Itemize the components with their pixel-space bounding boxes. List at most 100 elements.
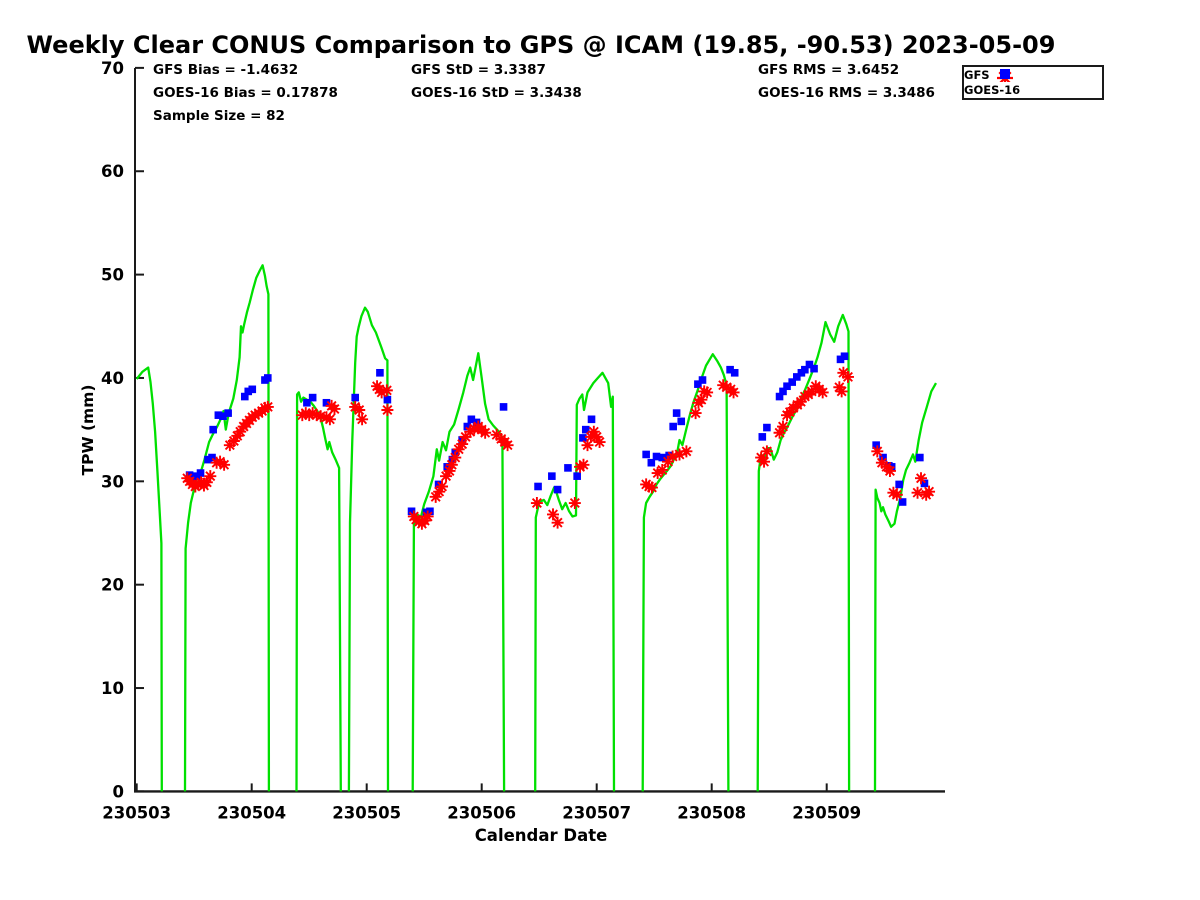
gps-line-segment [135,366,163,792]
x-tick-label: 230509 [792,803,861,822]
gfs-point-marker [581,439,594,452]
gfs-point-marker [883,464,896,477]
goes16-point-marker [758,433,767,441]
gfs-point-marker [433,485,446,498]
gfs-point-marker [645,481,658,494]
gfs-point-marker [200,476,213,489]
gfs-point-marker [574,460,587,473]
gfs-point-marker [449,451,462,464]
goes16-point-marker [472,418,481,427]
gps-line-segment [347,306,390,792]
gfs-point-marker [643,480,656,493]
y-tick-label: 30 [101,472,124,491]
gfs-point-marker [252,407,265,420]
gfs-point-marker [568,497,581,510]
gfs-point-marker [923,485,936,498]
gfs-point-marker [727,386,740,399]
legend-box: GFS GOES-16 [962,65,1104,100]
goes16-point-marker [224,409,232,417]
gps-line-segment [295,391,342,792]
gfs-point-marker [445,458,458,471]
gfs-point-marker [323,413,336,426]
x-tick-label: 230506 [447,803,516,822]
stat-sample-size: Sample Size = 82 [153,108,285,124]
gfs-point-marker [871,445,884,458]
y-tick-label: 70 [101,59,124,78]
gfs-point-marker [773,426,786,439]
goes16-point-marker [916,453,924,462]
y-tick-label: 60 [101,162,124,181]
x-tick-label: 230507 [562,803,631,822]
goes16-point-marker [467,415,476,424]
gfs-point-marker [353,404,366,417]
gfs-point-marker [593,436,606,449]
gfs-point-marker [314,410,327,423]
goes16-point-marker [672,409,681,417]
goes16-point-marker [548,472,556,480]
gfs-point-marker [833,381,846,394]
gfs-point-marker [296,409,309,422]
goes16-point-marker [763,423,771,432]
gfs-point-marker [837,366,850,379]
gps-line-segment [873,382,938,792]
x-tick-label: 230504 [217,803,286,822]
gfs-point-marker [459,430,472,443]
gfs-point-marker [698,385,711,398]
goes16-point-marker [322,398,331,407]
gfs-point-marker [479,426,492,439]
goes16-point-marker [810,364,818,373]
goes16-point-marker [208,453,216,462]
gfs-point-marker [680,445,693,458]
goes16-point-marker [407,507,416,516]
gfs-point-marker [204,470,217,483]
chart-title: Weekly Clear CONUS Comparison to GPS @ I… [26,31,1056,59]
gfs-point-marker [720,381,733,394]
goes16-point-marker [248,385,257,394]
y-axis-label: TPW (mm) [79,384,97,476]
goes16-point-marker [805,360,814,369]
y-tick-label: 0 [113,782,124,801]
goes16-point-marker [587,415,596,424]
goes16-point-marker [499,403,508,411]
gfs-point-marker [210,456,223,469]
goes16-point-marker [677,417,686,426]
goes16-point-marker [351,393,359,402]
gfs-point-marker [261,400,274,413]
goes16-point-marker [726,365,734,374]
goes16-point-marker [920,479,929,488]
gfs-point-marker [429,490,442,503]
gfs-point-marker [841,370,854,383]
square-glyph [1000,69,1010,79]
stat-gfs-rms: GFS RMS = 3.6452 [758,62,900,78]
gfs-point-marker [673,448,686,461]
gfs-point-marker [299,407,312,420]
gfs-point-marker [805,385,818,398]
gfs-point-marker [452,443,465,456]
goes16-point-marker [573,472,581,480]
gfs-point-marker [911,486,924,499]
goes16-point-marker [698,376,707,384]
goes16-square-icon [1000,69,1010,79]
gfs-point-marker [490,428,503,441]
gfs-point-marker [320,411,333,424]
gfs-point-marker [380,384,393,397]
goes16-point-marker [895,480,903,489]
goes16-point-marker [241,392,249,401]
gfs-point-marker [666,450,679,463]
legend-item-goes16: GOES-16 [964,69,1102,98]
gfs-point-marker [695,393,708,406]
gfs-point-marker [760,445,773,458]
goes16-point-marker [209,425,217,434]
gfs-point-marker [798,390,811,403]
gfs-point-marker [468,422,481,435]
gfs-point-marker [701,386,714,399]
goes16-point-marker [579,434,587,442]
goes16-point-marker [463,422,472,431]
goes16-point-marker [669,422,677,431]
gfs-point-marker [551,516,564,529]
goes16-point-marker [204,455,212,464]
x-tick-label: 230508 [677,803,746,822]
goes16-point-marker [730,368,739,377]
gfs-point-marker [306,407,319,420]
